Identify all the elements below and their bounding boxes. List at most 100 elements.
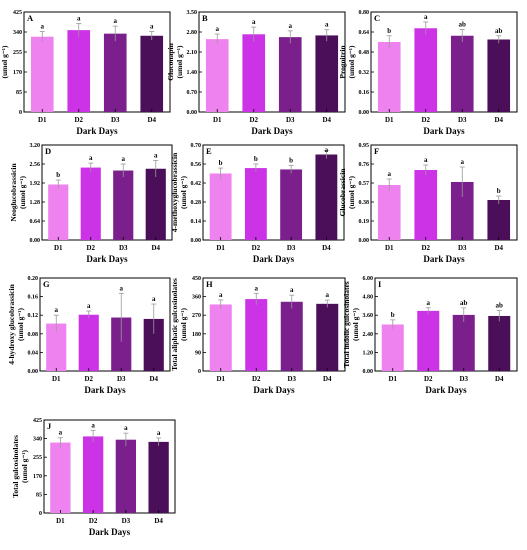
y-axis-unit: (umol g⁻¹) bbox=[0, 45, 9, 79]
significance-label: b bbox=[219, 159, 223, 167]
x-tick-label: D3 bbox=[287, 244, 296, 252]
panel-letter: J bbox=[47, 421, 52, 431]
panel-letter: H bbox=[206, 279, 213, 289]
panel-letter: I bbox=[378, 279, 382, 289]
x-tick-label: D1 bbox=[52, 375, 61, 383]
significance-label: b bbox=[254, 155, 258, 163]
x-tick-label: D3 bbox=[111, 116, 120, 124]
x-tick-label: D3 bbox=[119, 244, 128, 252]
bar-d2 bbox=[82, 436, 104, 513]
significance-label: a bbox=[91, 421, 95, 429]
y-tick-label: 0.56 bbox=[191, 162, 202, 168]
x-tick-label: D2 bbox=[252, 244, 261, 252]
panel-d: 0.00 0.64 1.28 1.92 2.56 3.20 b D1 a D2 a D3 a D4 D Dar… bbox=[9, 143, 173, 264]
y-tick-label: 450 bbox=[192, 276, 201, 282]
y-tick-label: 0.14 bbox=[191, 219, 202, 225]
bar-d3 bbox=[280, 301, 303, 371]
x-tick-label: D1 bbox=[38, 116, 47, 124]
significance-label: a bbox=[120, 284, 124, 292]
x-tick-label: D2 bbox=[249, 116, 258, 124]
y-axis-unit: (umol g⁻¹) bbox=[347, 175, 356, 209]
y-tick-label: 0.64 bbox=[30, 219, 41, 225]
y-tick-label: 0.20 bbox=[28, 276, 39, 282]
y-tick-label: 270 bbox=[192, 313, 201, 319]
bar-d2 bbox=[417, 310, 440, 371]
bar-d3 bbox=[452, 314, 475, 371]
bar-d1 bbox=[205, 39, 229, 113]
significance-label: a bbox=[154, 151, 158, 159]
bar-d2 bbox=[414, 28, 438, 112]
significance-label: a bbox=[424, 156, 428, 164]
y-tick-label: 1.20 bbox=[363, 350, 374, 356]
panel-f: 0.00 0.19 0.38 0.57 0.76 0.95 a D1 a D2 a D3 b D4 F Dar… bbox=[338, 143, 518, 264]
y-tick-label: 0.57 bbox=[359, 181, 370, 187]
y-tick-label: 1.28 bbox=[30, 200, 41, 206]
x-axis-label: Dark Days bbox=[253, 385, 295, 395]
y-tick-label: 0.19 bbox=[359, 219, 370, 225]
y-axis-label: Total indolic gulcosinolates bbox=[342, 281, 351, 367]
y-tick-label: 0.48 bbox=[359, 50, 370, 56]
bar-d2 bbox=[67, 30, 91, 113]
significance-label: a bbox=[152, 295, 156, 303]
bar-d2 bbox=[80, 167, 101, 240]
bar-d4 bbox=[148, 441, 169, 513]
plot-frame bbox=[43, 419, 176, 514]
x-tick-label: D4 bbox=[151, 244, 160, 252]
x-tick-label: D1 bbox=[216, 244, 225, 252]
y-tick-label: 0.00 bbox=[359, 110, 370, 116]
y-tick-label: 0.12 bbox=[28, 313, 39, 319]
x-axis-label: Dark Days bbox=[251, 126, 293, 136]
x-axis-label: Dark Days bbox=[423, 126, 465, 136]
x-tick-label: D3 bbox=[458, 116, 467, 124]
y-axis-label: Neoglucobrassicin bbox=[9, 163, 18, 222]
y-tick-label: 3.20 bbox=[30, 143, 41, 149]
significance-label: a bbox=[122, 155, 126, 163]
bar-d3 bbox=[278, 37, 302, 113]
significance-label: a bbox=[424, 13, 428, 21]
bar-d3 bbox=[115, 439, 137, 513]
plot-frame bbox=[39, 277, 171, 372]
y-tick-label: 170 bbox=[13, 70, 22, 76]
significance-label: a bbox=[114, 17, 118, 25]
x-tick-label: D2 bbox=[424, 375, 433, 383]
x-tick-label: D2 bbox=[252, 375, 261, 383]
plot-frame bbox=[370, 144, 518, 241]
significance-label: a bbox=[157, 429, 161, 437]
y-tick-label: 0.95 bbox=[359, 143, 370, 149]
x-axis-label: Dark Days bbox=[253, 254, 295, 264]
x-tick-label: D3 bbox=[122, 517, 131, 525]
x-axis-label: Dark Days bbox=[423, 254, 465, 264]
y-tick-label: 90 bbox=[195, 350, 201, 356]
panel-letter: F bbox=[374, 146, 379, 156]
bar-d4 bbox=[145, 168, 166, 240]
panel-c: 0.00 0.16 0.32 0.48 0.64 0.80 b D1 a D2 ab D3 ab D4 C D… bbox=[338, 10, 518, 136]
x-tick-label: D3 bbox=[458, 244, 467, 252]
y-tick-label: 0.80 bbox=[359, 10, 370, 16]
bar-d4 bbox=[315, 35, 339, 112]
y-tick-label: 0.64 bbox=[359, 30, 370, 36]
significance-label: a bbox=[77, 15, 81, 23]
plot-frame bbox=[202, 144, 345, 241]
x-tick-label: D3 bbox=[286, 116, 295, 124]
x-tick-label: D1 bbox=[385, 244, 394, 252]
significance-label: a bbox=[461, 158, 465, 166]
significance-label: a bbox=[216, 25, 220, 33]
x-tick-label: D2 bbox=[86, 244, 95, 252]
y-tick-label: 85 bbox=[16, 90, 22, 96]
bar-d2 bbox=[245, 299, 268, 371]
panel-b: 0.00 0.70 1.40 2.10 2.80 3.50 a D1 a D2 a D3 a D4 B Dar… bbox=[166, 10, 346, 136]
y-axis-unit: (umol g⁻¹) bbox=[347, 45, 356, 79]
y-tick-label: 0.16 bbox=[359, 90, 370, 96]
x-tick-label: D4 bbox=[154, 517, 163, 525]
bar-d1 bbox=[377, 185, 401, 240]
x-tick-label: D2 bbox=[421, 244, 430, 252]
x-tick-label: D2 bbox=[89, 517, 98, 525]
x-tick-label: D4 bbox=[495, 375, 504, 383]
y-tick-label: 1.40 bbox=[187, 70, 198, 76]
y-tick-label: 340 bbox=[33, 437, 42, 443]
significance-label: a bbox=[289, 22, 293, 30]
y-axis-label: Gluconapin bbox=[166, 42, 175, 80]
y-axis-unit: (umol g⁻¹) bbox=[20, 449, 29, 483]
y-tick-label: 425 bbox=[13, 10, 22, 16]
